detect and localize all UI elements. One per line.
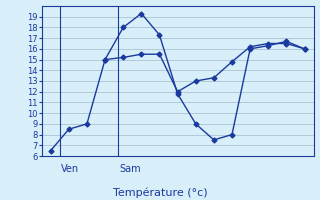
Text: Ven: Ven — [61, 164, 79, 174]
Text: Sam: Sam — [119, 164, 141, 174]
Text: Température (°c): Température (°c) — [113, 188, 207, 198]
